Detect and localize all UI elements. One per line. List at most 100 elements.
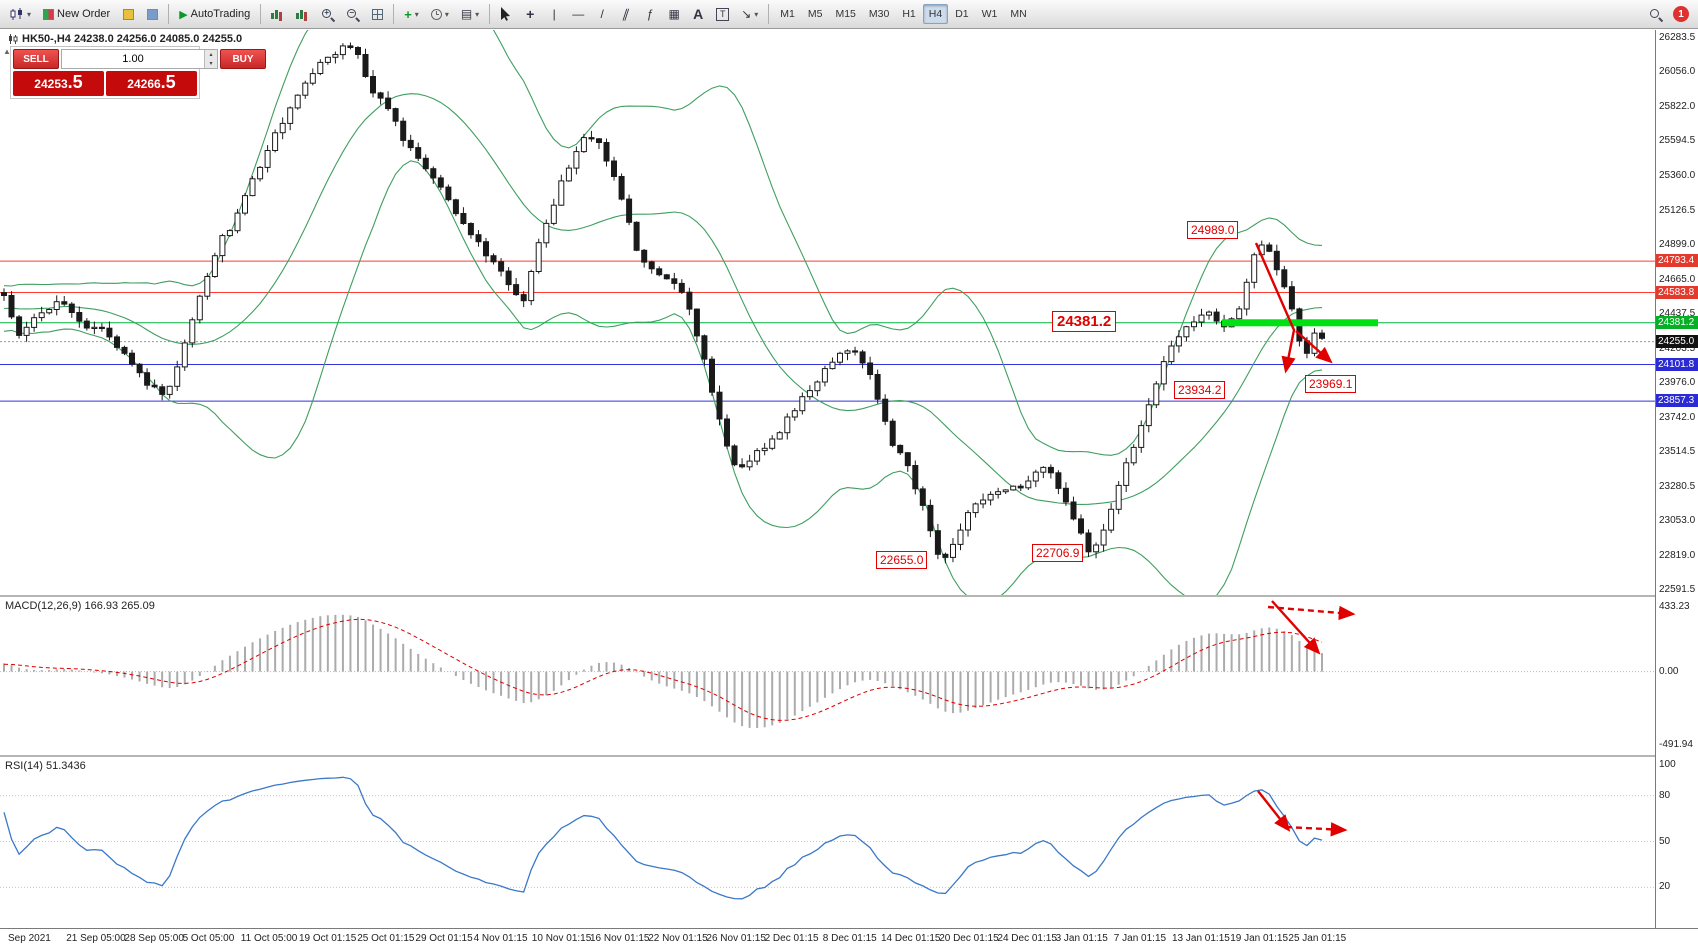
plus-sign: + [324, 8, 330, 17]
indicators-button[interactable] [291, 3, 314, 25]
terminal-icon [146, 8, 158, 20]
price-axis-label: 23976.0 [1659, 377, 1696, 389]
volume-increase-button[interactable]: ▴ [205, 50, 217, 59]
trendline-tool-button[interactable]: / [591, 3, 613, 25]
arrows-tool-button[interactable]: ↘ ▾ [736, 3, 763, 25]
volume-input[interactable] [62, 50, 204, 68]
timeframe-m5-button[interactable]: M5 [802, 4, 829, 24]
horizontal-level-lines[interactable] [0, 260, 1655, 402]
macd-panel[interactable] [0, 597, 1655, 755]
tile-windows-button[interactable] [366, 3, 388, 25]
timeframe-h1-button[interactable]: H1 [896, 4, 921, 24]
toolbar-separator [393, 4, 395, 24]
buy-button[interactable]: BUY [220, 49, 266, 69]
time-axis[interactable]: Sep 2021 21 Sep 05:00 28 Sep 05:00 5 Oct 05… [0, 928, 1698, 949]
price-axis-label: 26056.0 [1659, 66, 1696, 78]
new-order-button[interactable]: New Order [38, 3, 115, 25]
price-axis-label: 23280.5 [1659, 481, 1696, 493]
panel-divider[interactable] [0, 595, 1698, 597]
panel-divider[interactable] [0, 755, 1698, 757]
zoom-out-button[interactable]: − [341, 3, 364, 25]
price-axis-label: -491.94 [1659, 739, 1693, 750]
chart-symbol-icon [9, 33, 18, 44]
new-chart-button[interactable]: + ▾ [399, 3, 424, 25]
time-axis-label: 10 Nov 01:15 [531, 933, 592, 944]
search-icon [1649, 8, 1662, 21]
chevron-down-icon: ▾ [754, 9, 759, 19]
price-axis-label: 23514.5 [1659, 446, 1696, 458]
timeframe-toolbar: M1 M5 M15 M30 H1 H4 D1 W1 MN [774, 4, 1032, 24]
buy-price-box[interactable]: 24266.5 [106, 71, 197, 96]
volume-decrease-button[interactable]: ▾ [205, 59, 217, 68]
price-axis-label: 22591.5 [1659, 584, 1696, 596]
new-order-label: New Order [57, 8, 111, 20]
text-tool-button[interactable]: A [687, 3, 709, 25]
time-axis-label: 24 Dec 01:15 [997, 933, 1057, 944]
main-toolbar: ▾ New Order ▶ AutoTrading + − + ▾ ▾ ▤ ▾ + … [0, 0, 1698, 29]
template-button[interactable]: ▤ ▾ [456, 3, 484, 25]
template-icon: ▤ [460, 7, 473, 21]
time-axis-label: 21 Sep 05:00 [66, 933, 126, 944]
price-tag: 24793.4 [1656, 254, 1698, 268]
sell-button[interactable]: SELL [13, 49, 59, 69]
channel-tool-button[interactable]: ∥ [615, 3, 637, 25]
one-click-trading-panel: SELL ▴ ▾ BUY 24253.5 24266.5 [10, 46, 266, 99]
notification-badge[interactable]: 1 [1673, 6, 1689, 22]
chevron-down-icon: ▾ [414, 9, 419, 19]
timeframe-m30-button[interactable]: M30 [863, 4, 895, 24]
buy-price-fraction: .5 [160, 72, 176, 92]
time-axis-label: Sep 2021 [8, 933, 51, 944]
time-axis-label: 19 Jan 01:15 [1230, 933, 1289, 944]
chevron-down-icon: ▾ [444, 9, 449, 19]
toolbar-right-cluster: 1 [1644, 3, 1693, 25]
clock-icon [430, 8, 442, 20]
timeframe-m1-button[interactable]: M1 [774, 4, 801, 24]
charts-menu-button[interactable]: ▾ [5, 3, 36, 25]
price-axis[interactable]: 26283.5 26056.0 25822.0 25594.5 25360.0 25126… [1655, 30, 1698, 928]
search-button[interactable] [1644, 3, 1667, 25]
trade-controls-row: SELL ▴ ▾ BUY [13, 49, 266, 69]
period-button[interactable]: ▾ [426, 3, 454, 25]
time-axis-label: 19 Oct 01:15 [299, 933, 357, 944]
timeframe-m15-button[interactable]: M15 [829, 4, 861, 24]
fibonacci-tool-button[interactable]: ƒ [639, 3, 661, 25]
autotrading-button[interactable]: ▶ AutoTrading [174, 3, 255, 25]
zoom-in-button[interactable]: + [316, 3, 339, 25]
metaeditor-icon [122, 8, 134, 20]
time-axis-label: 2 Dec 01:15 [764, 933, 819, 944]
text-label-tool-button[interactable]: T [711, 3, 734, 25]
new-order-icon [43, 8, 55, 20]
rsi-line [3, 776, 1323, 900]
equidistant-channel-icon: ∥ [620, 7, 632, 21]
price-axis-label: 80 [1659, 789, 1671, 801]
profile-charts-button[interactable] [266, 3, 289, 25]
horizontal-line-tool-button[interactable]: — [567, 3, 589, 25]
trade-prices-row: 24253.5 24266.5 [13, 71, 197, 96]
crosshair-tool-button[interactable]: + [519, 3, 541, 25]
cursor-icon [501, 7, 511, 21]
timeframe-d1-button[interactable]: D1 [949, 4, 974, 24]
candlesticks [1, 42, 1325, 564]
terminal-button[interactable] [141, 3, 163, 25]
timeframe-w1-button[interactable]: W1 [976, 4, 1004, 24]
rsi-panel[interactable] [0, 757, 1655, 928]
time-axis-label: 13 Jan 01:15 [1172, 933, 1230, 944]
key-level-highlight[interactable] [1222, 319, 1378, 327]
price-axis-label: 23053.0 [1659, 515, 1696, 527]
sell-price-box[interactable]: 24253.5 [13, 71, 104, 96]
cursor-tool-button[interactable] [495, 3, 517, 25]
time-axis-label: 4 Nov 01:15 [473, 933, 528, 944]
vertical-line-tool-button[interactable]: | [543, 3, 565, 25]
price-axis-label: 25360.0 [1659, 170, 1696, 182]
timeframe-mn-button[interactable]: MN [1004, 4, 1032, 24]
price-tag: 24255.0 [1656, 334, 1698, 348]
trendline-icon: / [600, 7, 604, 21]
cycle-lines-tool-button[interactable]: ▦ [663, 3, 685, 25]
toolbar-separator [168, 4, 170, 24]
crosshair-icon: + [526, 6, 535, 22]
metaeditor-button[interactable] [117, 3, 139, 25]
panel-collapse-arrow[interactable]: ▲ [3, 47, 11, 56]
rsi-indicator-label: RSI(14) 51.3436 [5, 760, 86, 772]
price-chart[interactable] [0, 30, 1655, 595]
timeframe-h4-button[interactable]: H4 [922, 4, 949, 24]
